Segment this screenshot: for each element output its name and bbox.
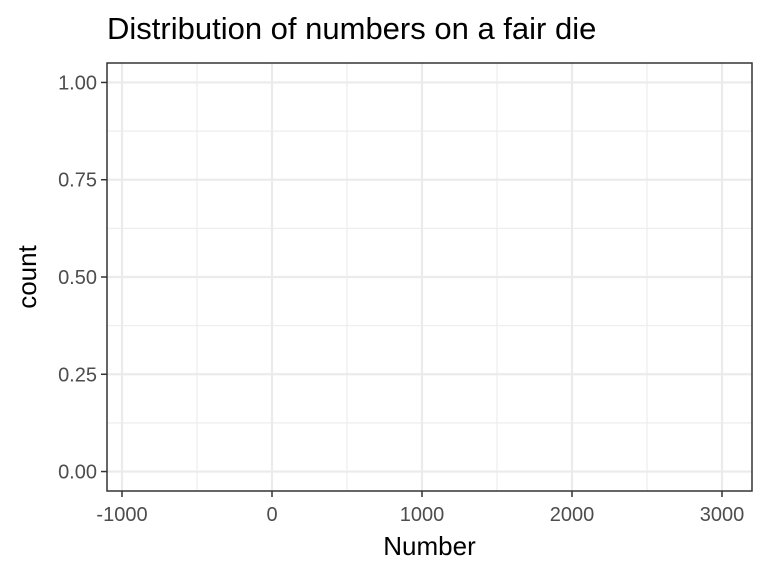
y-tick-label: 0.00 (58, 462, 97, 484)
chart-title: Distribution of numbers on a fair die (107, 11, 596, 46)
x-tick-label: 1000 (400, 504, 445, 526)
x-axis-title: Number (383, 531, 476, 561)
x-tick-label: 0 (266, 504, 277, 526)
plot-panel (106, 62, 753, 492)
y-tick-label: 0.50 (58, 267, 97, 289)
y-axis-title: count (12, 244, 42, 308)
x-tick-label: -1000 (96, 504, 147, 526)
x-tick-label: 2000 (550, 504, 595, 526)
major-gridlines-y (107, 81, 752, 473)
y-axis: 0.00 0.25 0.50 0.75 1.00 (58, 72, 107, 484)
y-tick-label: 0.75 (58, 170, 97, 192)
x-axis: -1000 0 1000 2000 3000 (96, 491, 744, 526)
y-tick-label: 1.00 (58, 72, 97, 94)
minor-gridlines-y (107, 130, 752, 424)
y-tick-label: 0.25 (58, 364, 97, 386)
x-tick-label: 3000 (700, 504, 745, 526)
